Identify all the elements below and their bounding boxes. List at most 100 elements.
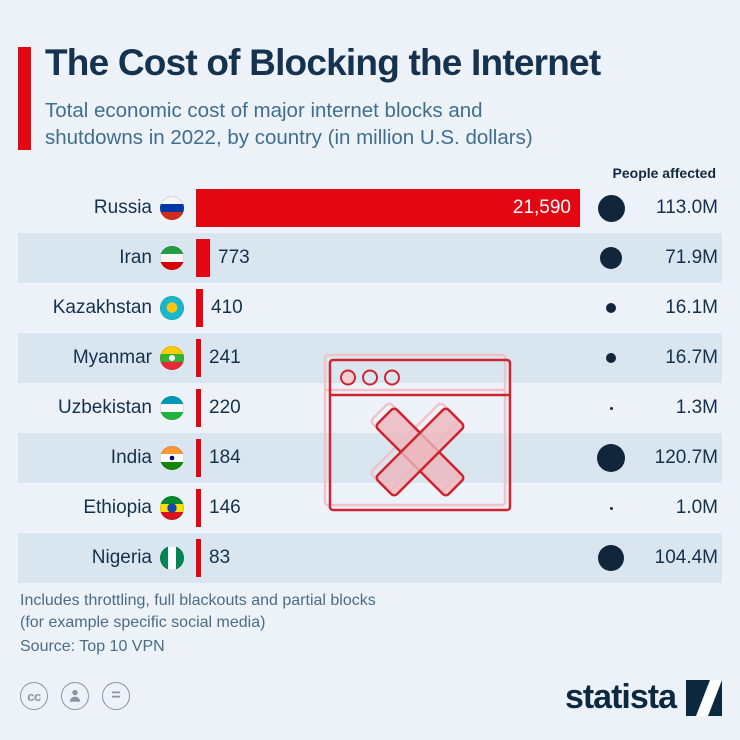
flag-myanmar-icon	[160, 346, 184, 370]
people-affected-value: 16.7M	[665, 347, 718, 368]
no-derivatives-label: =	[111, 687, 121, 704]
bar-zone: 220	[196, 383, 580, 433]
people-affected-dot	[606, 303, 616, 313]
people-affected-dot-zone	[580, 247, 642, 269]
chart-row-nigeria: Nigeria 83 104.4M	[18, 533, 722, 583]
flag-uzbekistan-icon	[160, 396, 184, 420]
country-label: Myanmar	[72, 347, 152, 368]
people-affected-dot	[606, 353, 616, 363]
country-label: India	[110, 447, 152, 468]
bar-zone: 184	[196, 433, 580, 483]
statista-wordmark: statista	[564, 678, 677, 716]
cost-bar	[196, 389, 201, 427]
flag-nigeria-icon	[160, 546, 184, 570]
bar-zone: 410	[196, 283, 580, 333]
people-affected-value: 16.1M	[665, 297, 718, 318]
cc-license-badges: cc =	[20, 682, 130, 710]
cost-bar	[196, 339, 201, 377]
people-affected-dot-zone	[580, 303, 642, 313]
browser-frame	[328, 358, 512, 512]
people-affected-dot	[609, 506, 613, 510]
people-affected-column-header: People affected	[612, 165, 716, 181]
people-affected-dot-zone	[580, 545, 642, 571]
people-affected-value: 120.7M	[654, 447, 718, 468]
browser-dot-icon	[340, 369, 356, 386]
person-glyph	[69, 689, 81, 702]
cost-bar	[196, 539, 201, 577]
cost-value: 146	[209, 497, 241, 518]
cost-bar: 21,590	[196, 189, 580, 227]
chart-subtitle: Total economic cost of major internet bl…	[45, 97, 533, 151]
people-affected-dot	[598, 545, 624, 571]
country-label: Ethiopia	[83, 497, 152, 518]
country-label: Iran	[119, 247, 152, 268]
chart-row-india: India 184 120.7M	[18, 433, 722, 483]
people-affected-dot	[600, 247, 622, 269]
bar-zone: 146	[196, 483, 580, 533]
no-derivatives-icon: =	[102, 682, 130, 710]
cost-value: 241	[209, 347, 241, 368]
cost-bar	[196, 239, 210, 277]
cost-value: 21,590	[512, 197, 571, 218]
country-label: Uzbekistan	[58, 397, 152, 418]
cost-value: 220	[209, 397, 241, 418]
cost-value: 83	[209, 547, 231, 568]
bar-chart: Russia 21,590 113.0M Iran 773 71.9M Kazakhstan…	[18, 183, 722, 583]
people-affected-value: 104.4M	[654, 547, 718, 568]
country-label: Russia	[93, 197, 152, 218]
title-accent-bar	[18, 47, 31, 150]
chart-row-myanmar: Myanmar 241 16.7M	[18, 333, 722, 383]
bar-zone: 21,590	[196, 183, 580, 233]
cost-value: 773	[218, 247, 250, 268]
cc-icon-label: cc	[27, 688, 41, 704]
country-label: Kazakhstan	[52, 297, 152, 318]
chart-row-ethiopia: Ethiopia 146 1.0M	[18, 483, 722, 533]
footnote: Includes throttling, full blackouts and …	[20, 590, 376, 658]
chart-row-uzbekistan: Uzbekistan 220 1.3M	[18, 383, 722, 433]
chart-row-iran: Iran 773 71.9M	[18, 233, 722, 283]
people-affected-value: 71.9M	[665, 247, 718, 268]
cost-bar	[196, 439, 201, 477]
cc-icon: cc	[20, 682, 48, 710]
footnote-line-1: Includes throttling, full blackouts and …	[20, 592, 376, 609]
people-affected-dot-zone	[580, 194, 642, 222]
flag-iran-icon	[160, 246, 184, 270]
people-affected-dot	[609, 406, 613, 410]
people-affected-value: 1.3M	[675, 397, 718, 418]
statista-logo-icon	[686, 679, 722, 716]
flag-kazakhstan-icon	[160, 296, 184, 320]
chart-title: The Cost of Blocking the Internet	[45, 42, 601, 83]
cost-value: 184	[209, 447, 241, 468]
people-affected-dot	[597, 444, 625, 472]
browser-dot-icon	[384, 369, 400, 386]
country-label: Nigeria	[91, 547, 152, 568]
cost-bar	[196, 289, 203, 327]
flag-ethiopia-icon	[160, 496, 184, 520]
blocked-x-icon	[375, 407, 465, 497]
people-affected-dot-zone	[580, 506, 642, 510]
browser-dot-icon	[362, 369, 378, 386]
flag-india-icon	[160, 446, 184, 470]
statista-branding: statista	[565, 678, 722, 717]
footnote-line-2: (for example specific social media)	[20, 613, 266, 631]
flag-russia-icon	[160, 196, 184, 220]
chart-subtitle-line-1: Total economic cost of major internet bl…	[45, 99, 483, 122]
bar-zone: 773	[196, 233, 580, 283]
chart-subtitle-line-2: shutdowns in 2022, by country (in millio…	[45, 126, 533, 149]
chart-row-kazakhstan: Kazakhstan 410 16.1M	[18, 283, 722, 333]
bar-zone: 241	[196, 333, 580, 383]
people-affected-value: 113.0M	[656, 197, 718, 218]
people-affected-dot-zone	[580, 406, 642, 410]
source-line: Source: Top 10 VPN	[20, 638, 165, 655]
chart-row-russia: Russia 21,590 113.0M	[18, 183, 722, 233]
people-affected-dot-zone	[580, 444, 642, 472]
attribution-person-icon	[61, 682, 89, 710]
people-affected-value: 1.0M	[675, 497, 718, 518]
people-affected-dot	[597, 194, 625, 222]
cost-value: 410	[211, 297, 243, 318]
bar-zone: 83	[196, 533, 580, 583]
people-affected-dot-zone	[580, 353, 642, 363]
cost-bar	[196, 489, 201, 527]
blocked-browser-window-icon	[323, 353, 512, 512]
